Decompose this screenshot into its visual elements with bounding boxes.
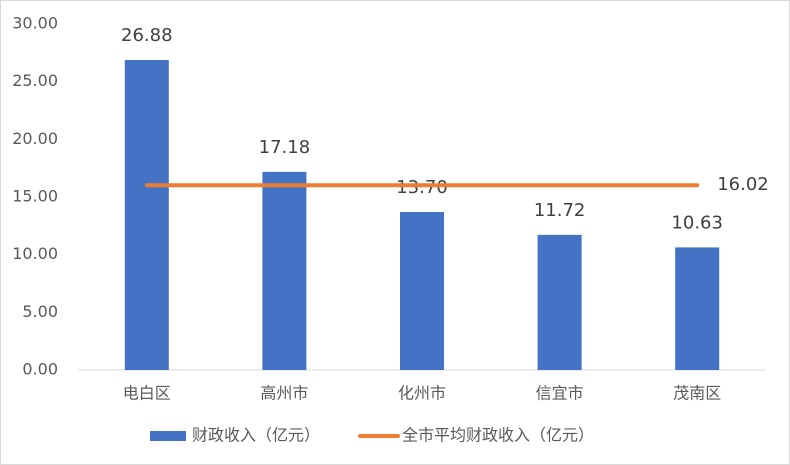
data-label: 17.18 <box>259 137 311 158</box>
bar <box>124 59 169 370</box>
y-tick-label: 0.00 <box>22 360 58 379</box>
legend-label: 财政收入（亿元） <box>192 426 320 445</box>
bar <box>537 234 582 370</box>
data-label: 16.02 <box>717 174 769 195</box>
x-tick-label: 高州市 <box>260 384 308 403</box>
bar <box>262 171 307 370</box>
legend-swatch <box>150 431 186 441</box>
data-label: 11.72 <box>534 200 586 221</box>
x-tick-label: 化州市 <box>398 384 446 403</box>
x-tick-label: 信宜市 <box>536 384 584 403</box>
y-tick-label: 10.00 <box>12 244 58 263</box>
legend-label: 全市平均财政收入（亿元） <box>402 426 594 445</box>
y-tick-label: 25.00 <box>12 71 58 90</box>
x-tick-label: 茂南区 <box>673 384 721 403</box>
y-tick-label: 5.00 <box>22 302 58 321</box>
data-label: 13.70 <box>396 177 448 198</box>
data-label: 10.63 <box>671 212 723 233</box>
bar <box>675 247 720 370</box>
y-tick-label: 15.00 <box>12 187 58 206</box>
y-tick-label: 20.00 <box>12 129 58 148</box>
bar <box>400 211 444 370</box>
y-tick-label: 30.00 <box>12 14 58 33</box>
x-tick-label: 电白区 <box>123 384 171 403</box>
data-label: 26.88 <box>121 25 173 46</box>
